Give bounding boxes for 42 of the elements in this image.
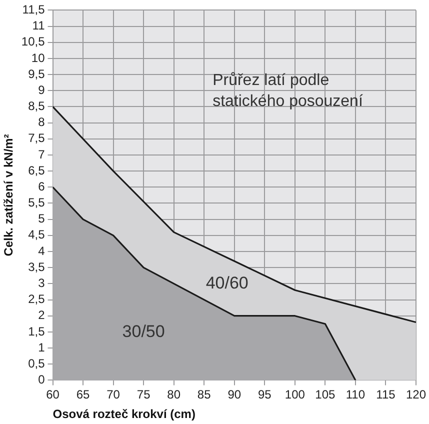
annotation: Průřez latí podle statického posouzení xyxy=(212,72,364,110)
y-tick-label: 8 xyxy=(38,115,46,130)
y-tick-label: 2 xyxy=(38,308,46,322)
y-tick-label: 5 xyxy=(38,212,46,226)
y-tick-label: 1,5 xyxy=(28,324,46,338)
series-label: 30/50 xyxy=(122,322,165,341)
y-tick-label: 3 xyxy=(38,276,46,290)
y-tick-label: 8,5 xyxy=(28,99,46,114)
y-tick-label: 5,5 xyxy=(28,196,46,210)
y-axis-title: Celk. zatížení v kN/m² xyxy=(2,134,16,256)
y-tick-label: 6,5 xyxy=(28,163,46,178)
series-label: 40/60 xyxy=(206,274,248,293)
x-axis-title: Osová rozteč krokví (cm) xyxy=(52,407,196,422)
y-tick-label: 4,5 xyxy=(28,228,46,242)
x-tick-label: 85 xyxy=(197,388,212,402)
y-tick-label: 10,5 xyxy=(21,34,46,49)
y-tick-label: 10 xyxy=(31,50,46,65)
y-tick-label: 0 xyxy=(38,372,46,387)
x-tick-label: 110 xyxy=(346,388,366,402)
x-tick-label: 90 xyxy=(228,388,242,402)
x-tick-label: 60 xyxy=(46,388,60,402)
y-tick-label: 1 xyxy=(38,340,46,354)
y-tick-label: 2,5 xyxy=(28,292,46,306)
x-tick-label: 65 xyxy=(76,388,90,402)
y-tick-label: 7 xyxy=(38,147,46,162)
y-tick-label: 9 xyxy=(38,82,46,97)
y-tick-label: 9,5 xyxy=(28,66,46,81)
x-tick-label: 80 xyxy=(167,388,181,402)
y-tick-label: 3,5 xyxy=(28,260,46,274)
x-tick-label: 75 xyxy=(136,388,151,402)
x-tick-label: 70 xyxy=(106,388,120,402)
y-tick-label: 6 xyxy=(38,179,46,194)
x-tick-label: 100 xyxy=(284,388,306,402)
y-tick-label: 0,5 xyxy=(28,356,46,370)
y-tick-label: 7,5 xyxy=(28,131,46,146)
x-tick-label: 115 xyxy=(376,388,396,402)
x-tick-label: 120 xyxy=(406,388,426,402)
y-tick-label: 11,5 xyxy=(22,2,46,17)
y-tick-label: 11 xyxy=(32,18,46,33)
y-tick-label: 4 xyxy=(38,244,46,258)
x-tick-label: 105 xyxy=(315,388,336,402)
x-tick-label: 95 xyxy=(258,388,272,402)
